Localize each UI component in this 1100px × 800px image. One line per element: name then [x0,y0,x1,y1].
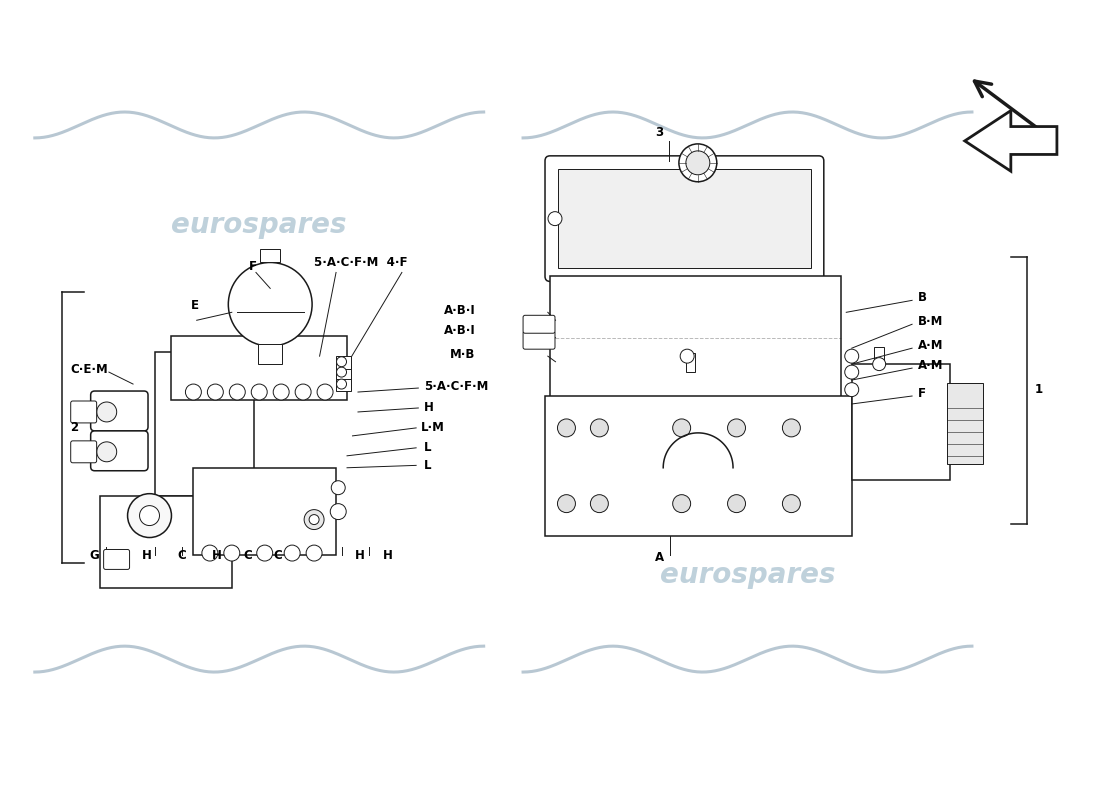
Text: 5·A·C·F·M: 5·A·C·F·M [424,380,488,393]
Text: H: H [142,549,152,562]
Circle shape [284,545,300,561]
Circle shape [591,419,608,437]
Text: H: H [424,402,433,414]
Circle shape [229,384,245,400]
FancyBboxPatch shape [544,156,824,282]
Circle shape [686,151,710,174]
Circle shape [202,545,218,561]
FancyBboxPatch shape [172,336,346,400]
FancyBboxPatch shape [100,496,232,588]
Circle shape [679,144,717,182]
Text: H: H [354,549,364,562]
FancyBboxPatch shape [261,249,280,262]
FancyBboxPatch shape [544,396,851,535]
Circle shape [97,402,117,422]
Text: C: C [274,549,283,562]
Text: H: H [383,549,393,562]
FancyBboxPatch shape [851,364,950,480]
Circle shape [558,494,575,513]
Text: C: C [177,549,186,562]
Text: 1: 1 [1035,383,1043,396]
Circle shape [782,419,801,437]
Circle shape [273,384,289,400]
Circle shape [591,494,608,513]
Text: G: G [89,549,99,562]
Text: L: L [424,459,431,472]
Text: eurospares: eurospares [172,210,346,238]
Circle shape [229,262,312,346]
FancyBboxPatch shape [558,169,811,269]
Circle shape [845,349,859,363]
Circle shape [872,358,886,370]
Circle shape [140,506,159,526]
FancyBboxPatch shape [70,441,97,462]
FancyBboxPatch shape [258,344,283,364]
FancyBboxPatch shape [336,366,351,379]
Circle shape [845,382,859,397]
FancyBboxPatch shape [947,383,983,464]
Text: E: E [191,299,199,313]
Circle shape [251,384,267,400]
Circle shape [337,379,346,389]
Text: F: F [250,259,257,273]
FancyBboxPatch shape [90,431,148,470]
Circle shape [727,419,746,437]
FancyBboxPatch shape [336,378,351,391]
Circle shape [727,494,746,513]
Circle shape [673,419,691,437]
FancyBboxPatch shape [686,353,695,372]
FancyBboxPatch shape [550,277,840,400]
Text: 5·A·C·F·M  4·F: 5·A·C·F·M 4·F [315,256,408,270]
Circle shape [186,384,201,400]
Polygon shape [965,110,1057,171]
FancyBboxPatch shape [70,401,97,423]
Circle shape [331,481,345,494]
FancyBboxPatch shape [103,550,130,570]
Circle shape [317,384,333,400]
Circle shape [208,384,223,400]
Circle shape [337,357,346,366]
FancyBboxPatch shape [155,352,254,496]
Circle shape [223,545,240,561]
Text: eurospares: eurospares [660,562,835,590]
Text: A·B·I: A·B·I [443,304,475,318]
Text: F: F [917,387,925,400]
FancyBboxPatch shape [873,347,883,364]
Text: H: H [212,549,222,562]
Text: A·B·I: A·B·I [443,324,475,337]
Text: A: A [656,550,664,563]
Circle shape [309,514,319,525]
Text: B·M: B·M [917,315,943,328]
Circle shape [337,367,346,377]
FancyBboxPatch shape [194,468,336,555]
Circle shape [256,545,273,561]
Circle shape [548,212,562,226]
Text: C·E·M: C·E·M [70,363,108,376]
Circle shape [673,494,691,513]
Circle shape [680,349,694,363]
Circle shape [306,545,322,561]
Text: M·B: M·B [450,348,475,361]
Circle shape [304,510,324,530]
Text: C: C [244,549,253,562]
Text: 3: 3 [656,126,663,138]
Circle shape [330,504,346,519]
Circle shape [295,384,311,400]
Circle shape [97,442,117,462]
FancyBboxPatch shape [336,356,351,369]
Text: B: B [917,291,926,305]
Circle shape [128,494,172,538]
Circle shape [558,419,575,437]
FancyBboxPatch shape [524,315,556,334]
FancyBboxPatch shape [90,391,148,431]
Circle shape [782,494,801,513]
Text: 2: 2 [70,421,78,434]
Text: A·M: A·M [917,339,943,352]
Circle shape [845,365,859,379]
Text: A·M: A·M [917,359,943,372]
Text: L·M: L·M [420,422,444,434]
FancyBboxPatch shape [524,331,556,349]
Text: L: L [424,442,431,454]
